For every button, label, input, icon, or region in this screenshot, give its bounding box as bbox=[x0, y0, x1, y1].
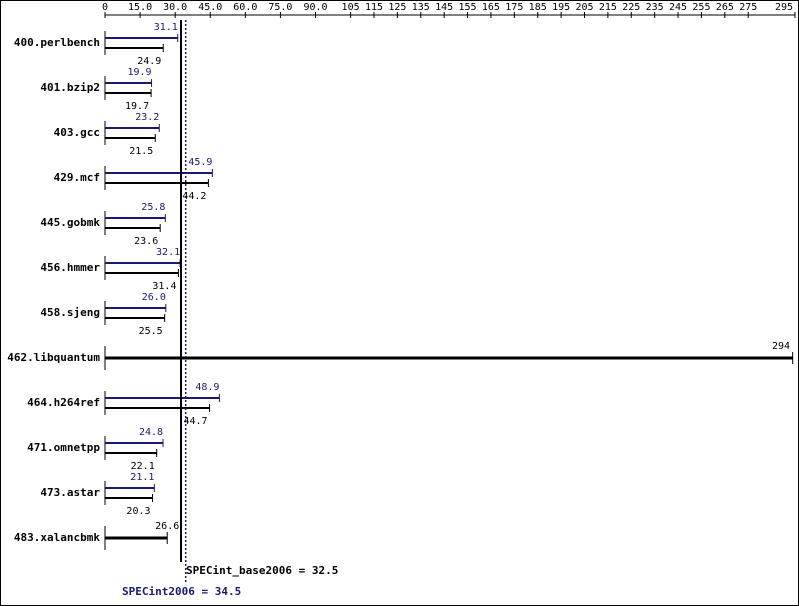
x-tick-label: 195 bbox=[552, 2, 570, 13]
bar bbox=[105, 442, 164, 444]
category-label: 429.mcf bbox=[54, 171, 100, 184]
value-label: 44.2 bbox=[182, 191, 206, 202]
x-tick-label: 145 bbox=[435, 2, 453, 13]
category-label: 483.xalancbmk bbox=[14, 531, 100, 544]
bar bbox=[105, 137, 156, 139]
bar bbox=[105, 407, 210, 409]
bar bbox=[105, 82, 152, 84]
x-tick-label: 205 bbox=[575, 2, 593, 13]
x-tick-label: 235 bbox=[646, 2, 664, 13]
bar bbox=[105, 487, 155, 489]
bar bbox=[105, 262, 181, 264]
category-label: 473.astar bbox=[40, 486, 100, 499]
x-tick-label: 90.0 bbox=[303, 2, 327, 13]
value-label: 26.0 bbox=[142, 292, 166, 303]
bar bbox=[105, 182, 209, 184]
x-tick-label: 15.0 bbox=[128, 2, 152, 13]
value-label: 294 bbox=[772, 341, 790, 352]
x-tick-label: 215 bbox=[599, 2, 617, 13]
category-label: 471.omnetpp bbox=[27, 441, 100, 454]
value-label: 26.6 bbox=[155, 521, 179, 532]
x-tick-label: 105 bbox=[342, 2, 360, 13]
x-tick-label: 30.0 bbox=[163, 2, 187, 13]
value-label: 23.2 bbox=[135, 112, 159, 123]
x-tick-label: 45.0 bbox=[198, 2, 222, 13]
value-label: 20.3 bbox=[126, 506, 150, 517]
value-label: 19.9 bbox=[127, 67, 151, 78]
bar bbox=[105, 497, 153, 499]
x-tick-label: 275 bbox=[739, 2, 757, 13]
bar bbox=[105, 536, 168, 540]
value-label: 48.9 bbox=[195, 382, 219, 393]
value-label: 25.8 bbox=[141, 202, 165, 213]
category-label: 458.sjeng bbox=[40, 306, 100, 319]
x-tick-label: 295 bbox=[775, 2, 793, 13]
x-tick-label: 165 bbox=[482, 2, 500, 13]
bar bbox=[105, 307, 166, 309]
bar bbox=[105, 37, 178, 39]
bar bbox=[105, 356, 793, 360]
category-label: 403.gcc bbox=[54, 126, 100, 139]
value-label: 19.7 bbox=[125, 101, 149, 112]
x-tick-label: 245 bbox=[669, 2, 687, 13]
bar bbox=[105, 127, 160, 129]
summary-label: SPECint2006 = 34.5 bbox=[122, 585, 241, 598]
category-label: 456.hmmer bbox=[40, 261, 100, 274]
value-label: 25.5 bbox=[139, 326, 163, 337]
x-tick-label: 265 bbox=[716, 2, 734, 13]
value-label: 21.1 bbox=[130, 472, 154, 483]
x-tick-label: 75.0 bbox=[268, 2, 292, 13]
x-tick-label: 125 bbox=[388, 2, 406, 13]
x-tick-label: 60.0 bbox=[233, 2, 257, 13]
category-label: 445.gobmk bbox=[40, 216, 100, 229]
bar bbox=[105, 317, 165, 319]
bar bbox=[105, 452, 157, 454]
x-tick-label: 115 bbox=[365, 2, 383, 13]
bar bbox=[105, 227, 161, 229]
bar bbox=[105, 47, 164, 49]
bar bbox=[105, 397, 220, 399]
value-label: 45.9 bbox=[188, 157, 212, 168]
x-tick-label: 135 bbox=[412, 2, 430, 13]
x-tick-label: 155 bbox=[459, 2, 477, 13]
value-label: 31.4 bbox=[152, 281, 176, 292]
category-label: 462.libquantum bbox=[7, 351, 100, 364]
category-label: 400.perlbench bbox=[14, 36, 100, 49]
bar bbox=[105, 92, 152, 94]
x-tick-label: 0 bbox=[102, 2, 108, 13]
x-tick-label: 185 bbox=[529, 2, 547, 13]
bar bbox=[105, 272, 179, 274]
value-label: 21.5 bbox=[129, 146, 153, 157]
value-label: 24.8 bbox=[139, 427, 163, 438]
value-label: 31.1 bbox=[154, 22, 178, 33]
x-tick-label: 225 bbox=[622, 2, 640, 13]
value-label: 32.1 bbox=[156, 247, 180, 258]
x-tick-label: 175 bbox=[505, 2, 523, 13]
value-label: 22.1 bbox=[131, 461, 155, 472]
category-label: 401.bzip2 bbox=[40, 81, 100, 94]
value-label: 23.6 bbox=[134, 236, 158, 247]
category-label: 464.h264ref bbox=[27, 396, 100, 409]
bar bbox=[105, 217, 166, 219]
value-label: 44.7 bbox=[184, 416, 208, 427]
x-tick-label: 255 bbox=[692, 2, 710, 13]
bar bbox=[105, 172, 213, 174]
value-label: 24.9 bbox=[137, 56, 161, 67]
summary-label: SPECint_base2006 = 32.5 bbox=[186, 564, 338, 577]
